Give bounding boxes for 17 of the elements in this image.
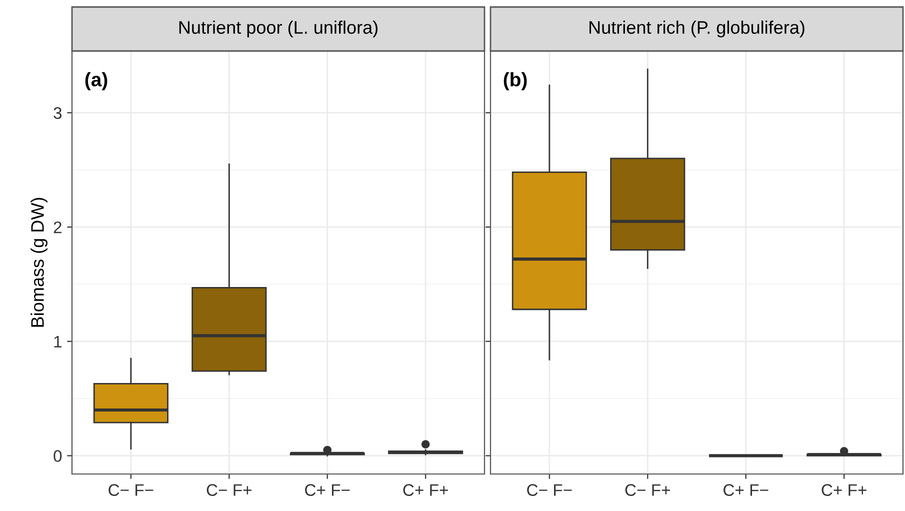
x-tick-label: C+ F− [724, 484, 768, 496]
x-tick-label: C− F+ [625, 484, 670, 496]
y-tick-label: 2 [54, 221, 62, 234]
x-tick-label: C+ F− [305, 484, 350, 496]
x-tick-label: C− F− [108, 484, 154, 496]
y-tick-label: 0 [54, 450, 62, 462]
x-tick-label: C− F+ [206, 484, 252, 496]
annotation: (a) [85, 72, 108, 90]
y-axis-title: Biomass (g DW) [30, 198, 48, 327]
chart-title: Nutrient poor (L. uniflora) [179, 20, 378, 38]
x-tick-label: C− F− [527, 484, 572, 496]
y-tick-label: 1 [54, 336, 62, 348]
annotation: (b) [504, 72, 527, 90]
chart-title: Nutrient rich (P. globulifera) [590, 20, 804, 38]
x-tick-label: C+ F+ [822, 484, 866, 496]
y-tick-label: 3 [54, 107, 62, 119]
x-tick-label: C+ F+ [403, 484, 448, 496]
